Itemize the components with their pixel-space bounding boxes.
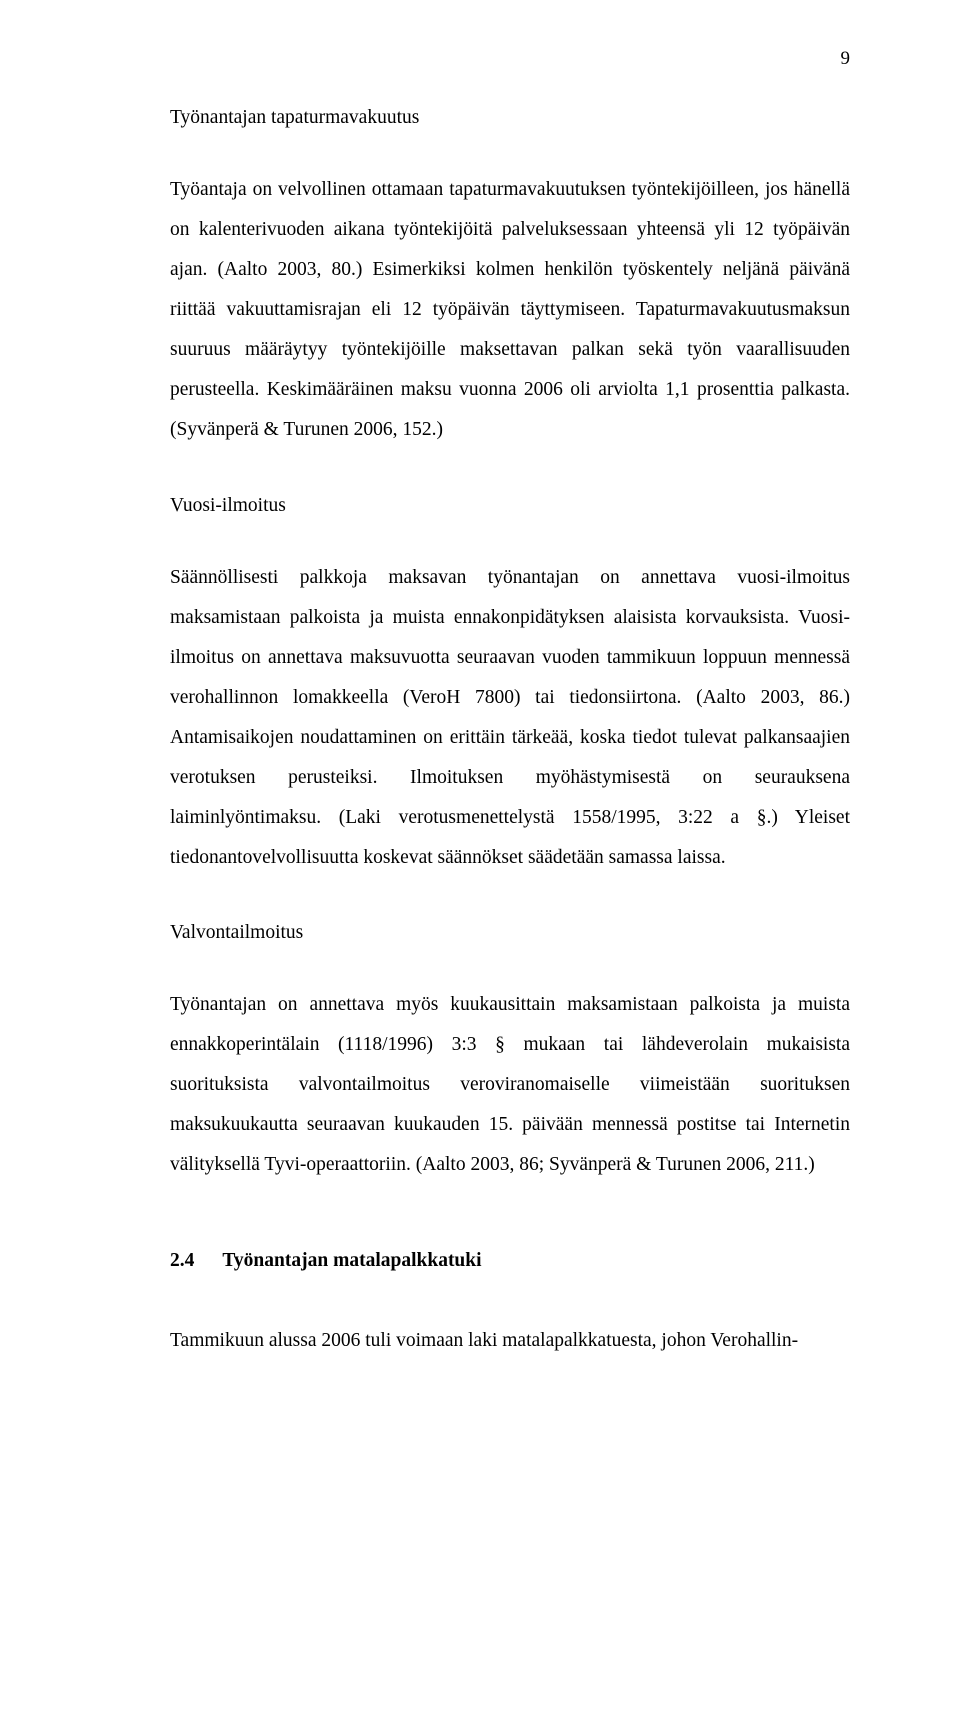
subsection-heading-accident-insurance: Työnantajan tapaturmavakuutus bbox=[170, 98, 850, 138]
document-page: 9 Työnantajan tapaturmavakuutus Työantaj… bbox=[0, 0, 960, 1724]
section-heading-2-4: 2.4 Työnantajan matalapalkkatuki bbox=[170, 1241, 850, 1281]
section-title: Työnantajan matalapalkkatuki bbox=[222, 1250, 481, 1271]
paragraph-annual-report: Säännöllisesti palkkoja maksavan työnant… bbox=[170, 558, 850, 878]
paragraph-accident-insurance: Työantaja on velvollinen ottamaan tapatu… bbox=[170, 170, 850, 450]
page-number: 9 bbox=[841, 48, 851, 70]
paragraph-monitoring-report: Työnantajan on annettava myös kuukausitt… bbox=[170, 985, 850, 1185]
subsection-heading-monitoring-report: Valvontailmoitus bbox=[170, 913, 850, 953]
paragraph-low-wage-support: Tammikuun alussa 2006 tuli voimaan laki … bbox=[170, 1321, 850, 1361]
subsection-heading-annual-report: Vuosi-ilmoitus bbox=[170, 486, 850, 526]
page-content: Työnantajan tapaturmavakuutus Työantaja … bbox=[170, 98, 850, 1361]
section-number: 2.4 bbox=[170, 1241, 194, 1281]
